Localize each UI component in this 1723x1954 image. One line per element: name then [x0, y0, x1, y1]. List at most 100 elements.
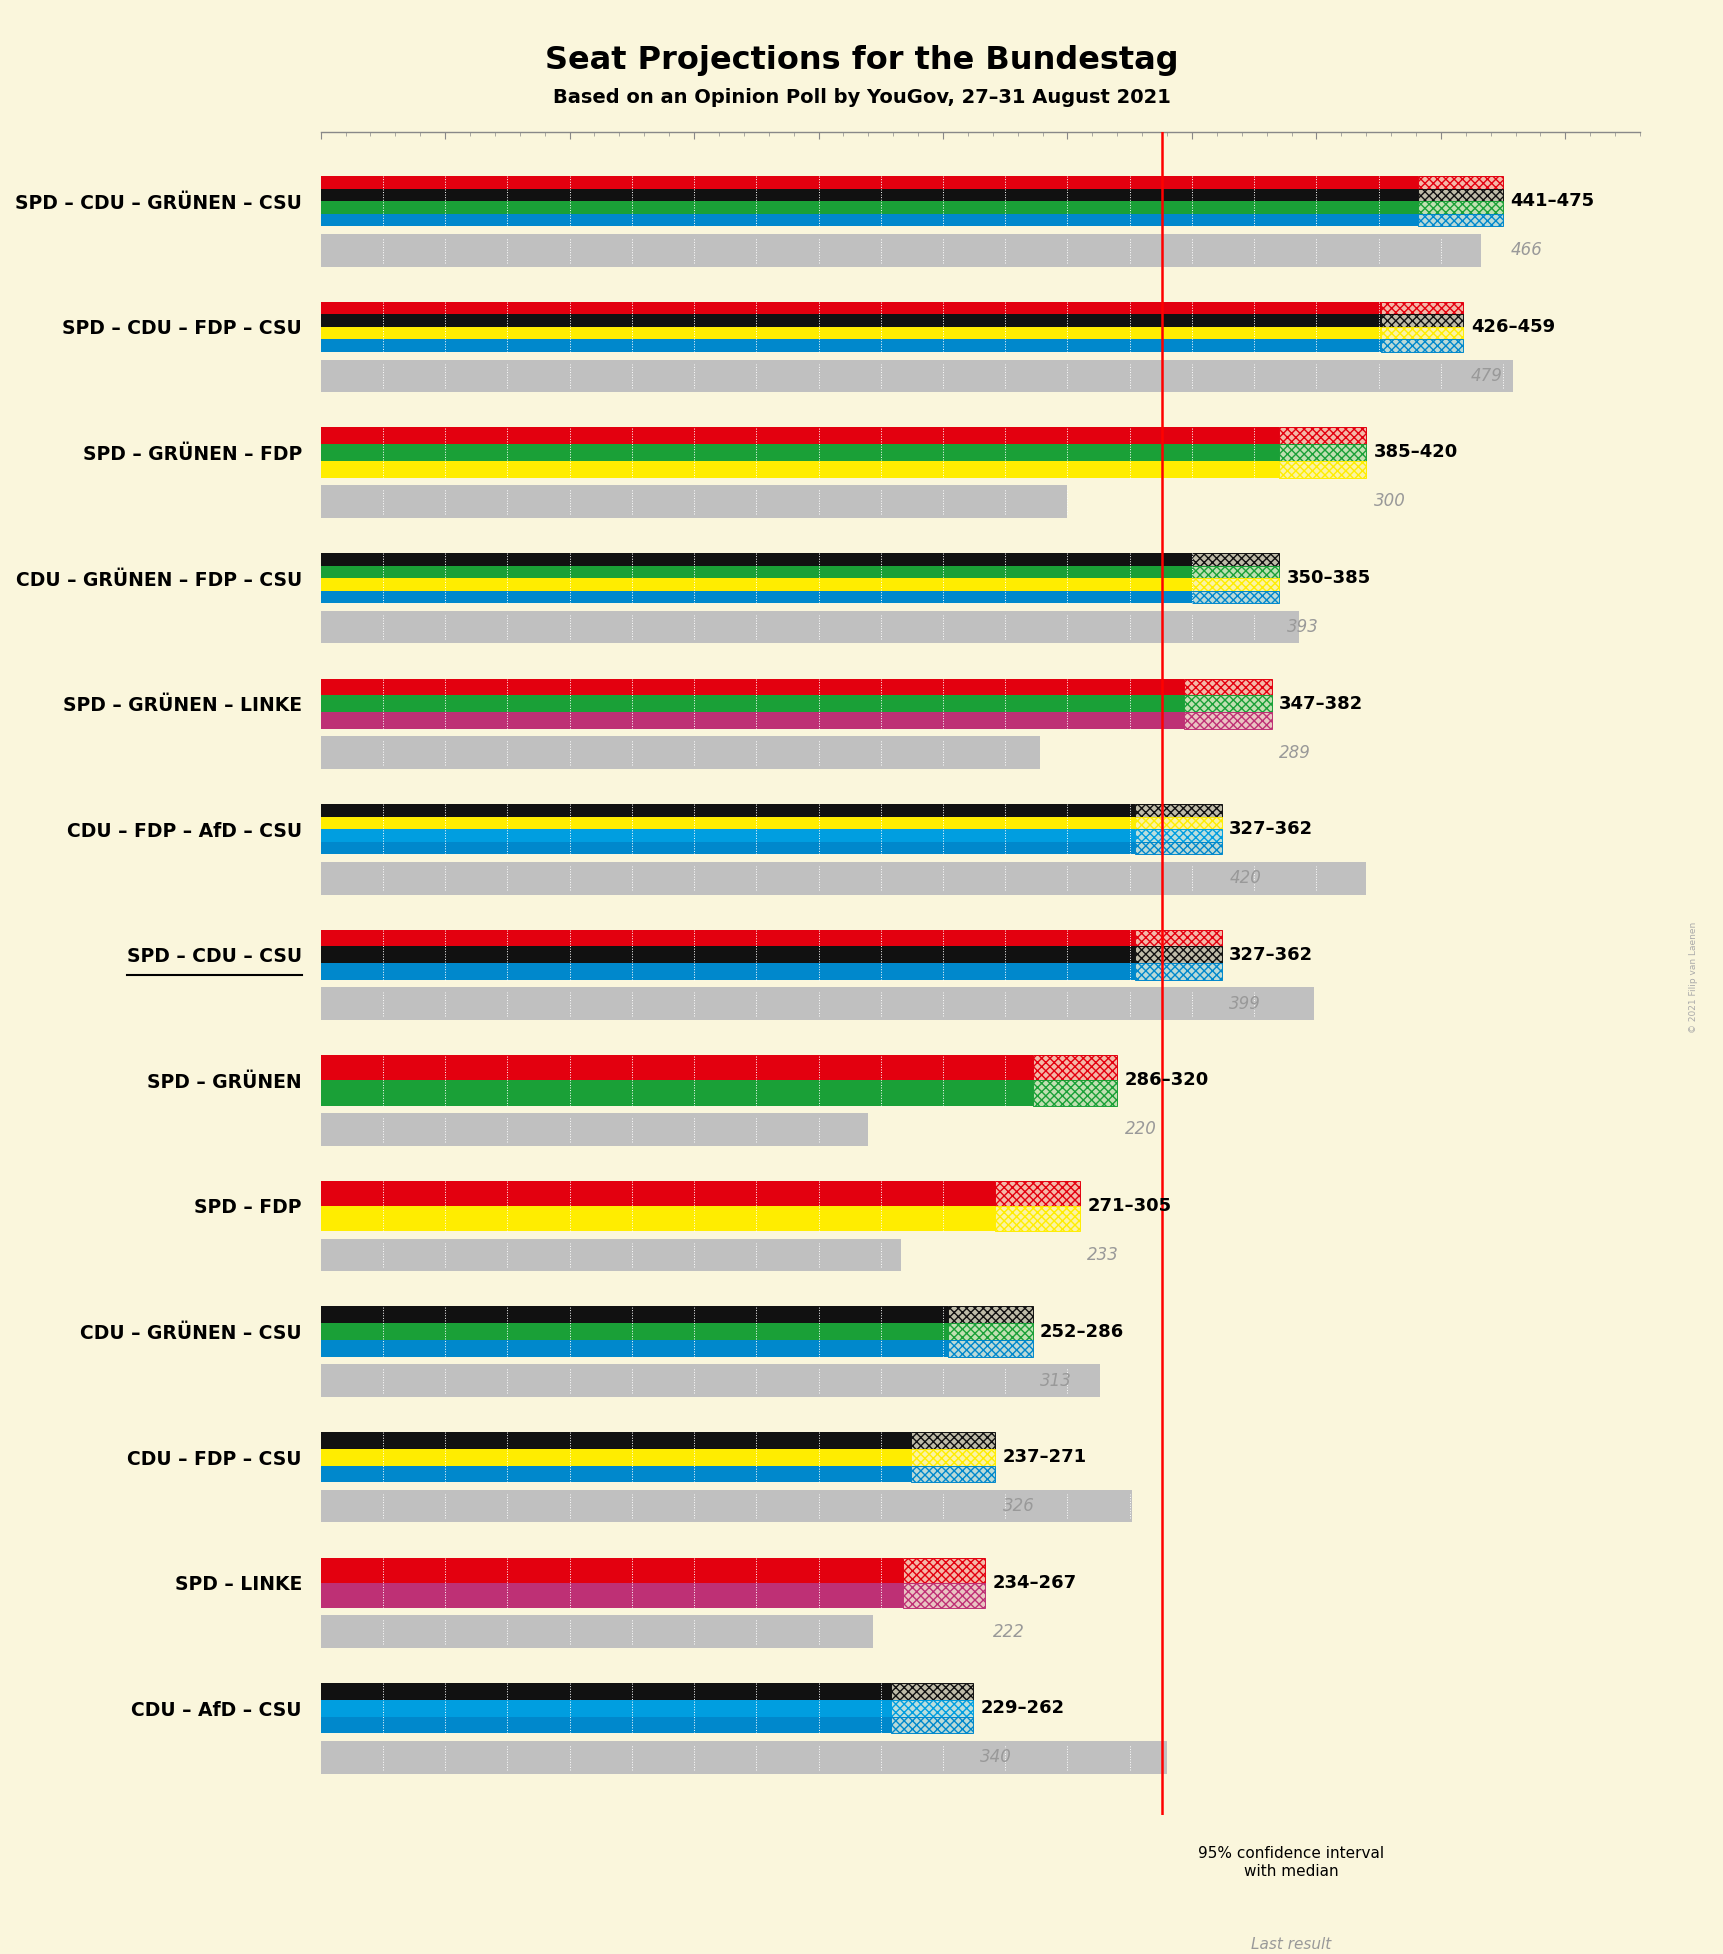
Bar [1184, 711, 1272, 729]
Bar [903, 1557, 986, 1583]
Bar [320, 987, 1313, 1020]
Bar [320, 1180, 994, 1206]
Bar [320, 1741, 1166, 1774]
Bar [320, 1239, 899, 1272]
Text: 286–320: 286–320 [1123, 1071, 1208, 1090]
Bar [1032, 1055, 1117, 1081]
Text: 95% confidence interval
with median: 95% confidence interval with median [1197, 1847, 1384, 1880]
Bar [1418, 176, 1502, 190]
Bar [891, 1682, 972, 1700]
Bar [903, 1583, 986, 1608]
Bar [320, 553, 1191, 565]
Bar [1134, 828, 1222, 842]
Text: 441–475: 441–475 [1509, 191, 1594, 211]
Text: 289: 289 [1278, 744, 1309, 762]
Bar [320, 1616, 874, 1647]
Bar [994, 1206, 1079, 1231]
Bar [891, 1682, 972, 1700]
Bar [1191, 565, 1278, 578]
Bar [1278, 428, 1365, 444]
Bar [1191, 590, 1278, 604]
Bar [320, 1489, 1132, 1522]
Bar [320, 1323, 948, 1340]
Bar [891, 1718, 972, 1733]
Bar [910, 1432, 994, 1448]
Bar [320, 711, 1184, 729]
Bar [1184, 711, 1272, 729]
Text: 237–271: 237–271 [1003, 1448, 1085, 1466]
Bar [1418, 213, 1502, 227]
Bar [1032, 1081, 1117, 1106]
Text: 347–382: 347–382 [1278, 696, 1363, 713]
Bar [1134, 946, 1222, 963]
Bar [320, 360, 1513, 393]
Bar [1092, 1880, 1365, 1907]
Bar [1134, 963, 1222, 981]
Bar [320, 326, 1380, 340]
Bar [320, 828, 1134, 842]
Bar [1134, 930, 1222, 946]
Text: 340: 340 [980, 1749, 1011, 1766]
Bar [1134, 842, 1222, 854]
Bar [320, 817, 1134, 828]
Text: 327–362: 327–362 [1228, 946, 1313, 963]
Bar [320, 461, 1278, 477]
Bar [1191, 565, 1278, 578]
Bar [1380, 301, 1463, 315]
Bar [994, 1180, 1079, 1206]
Bar [910, 1466, 994, 1483]
Bar [910, 1466, 994, 1483]
Bar [320, 862, 1365, 895]
Bar [1184, 696, 1272, 711]
Bar [320, 176, 1418, 190]
Bar [1418, 213, 1502, 227]
Bar [320, 428, 1278, 444]
Text: 300: 300 [1373, 492, 1404, 510]
Text: 420: 420 [1228, 870, 1261, 887]
Bar [320, 590, 1191, 604]
Bar [1184, 678, 1272, 696]
Bar [320, 842, 1134, 854]
Text: 393: 393 [1285, 617, 1318, 637]
Text: 234–267: 234–267 [992, 1573, 1077, 1593]
Bar [1380, 326, 1463, 340]
Bar [1278, 428, 1365, 444]
Bar [320, 190, 1418, 201]
Bar [1418, 190, 1502, 201]
Text: 252–286: 252–286 [1039, 1323, 1123, 1340]
Bar [320, 1055, 1032, 1081]
Bar [1191, 590, 1278, 604]
Bar [1134, 963, 1222, 981]
Bar [320, 340, 1380, 352]
Bar [891, 1700, 972, 1718]
Bar [320, 444, 1278, 461]
Bar [1380, 340, 1463, 352]
Bar [320, 485, 1067, 518]
Bar [1184, 696, 1272, 711]
Text: 350–385: 350–385 [1285, 569, 1370, 586]
Bar [320, 1466, 910, 1483]
Bar [1134, 946, 1222, 963]
Bar [320, 201, 1418, 213]
Bar [910, 1448, 994, 1466]
Bar [1380, 326, 1463, 340]
Bar [994, 1180, 1079, 1206]
Bar [320, 696, 1184, 711]
Bar [1380, 340, 1463, 352]
Text: 271–305: 271–305 [1087, 1198, 1172, 1215]
Bar [1191, 578, 1278, 590]
Bar [320, 1718, 891, 1733]
Text: Last result: Last result [1251, 1936, 1330, 1952]
Bar [1134, 842, 1222, 854]
Bar [320, 805, 1134, 817]
Bar [891, 1700, 972, 1718]
Text: Seat Projections for the Bundestag: Seat Projections for the Bundestag [544, 45, 1179, 76]
Text: 399: 399 [1228, 995, 1261, 1012]
Bar [994, 1206, 1079, 1231]
Text: 466: 466 [1509, 240, 1542, 260]
Bar [910, 1432, 994, 1448]
Bar [948, 1340, 1032, 1356]
Bar [320, 301, 1380, 315]
Bar [948, 1323, 1032, 1340]
Bar [1191, 553, 1278, 565]
